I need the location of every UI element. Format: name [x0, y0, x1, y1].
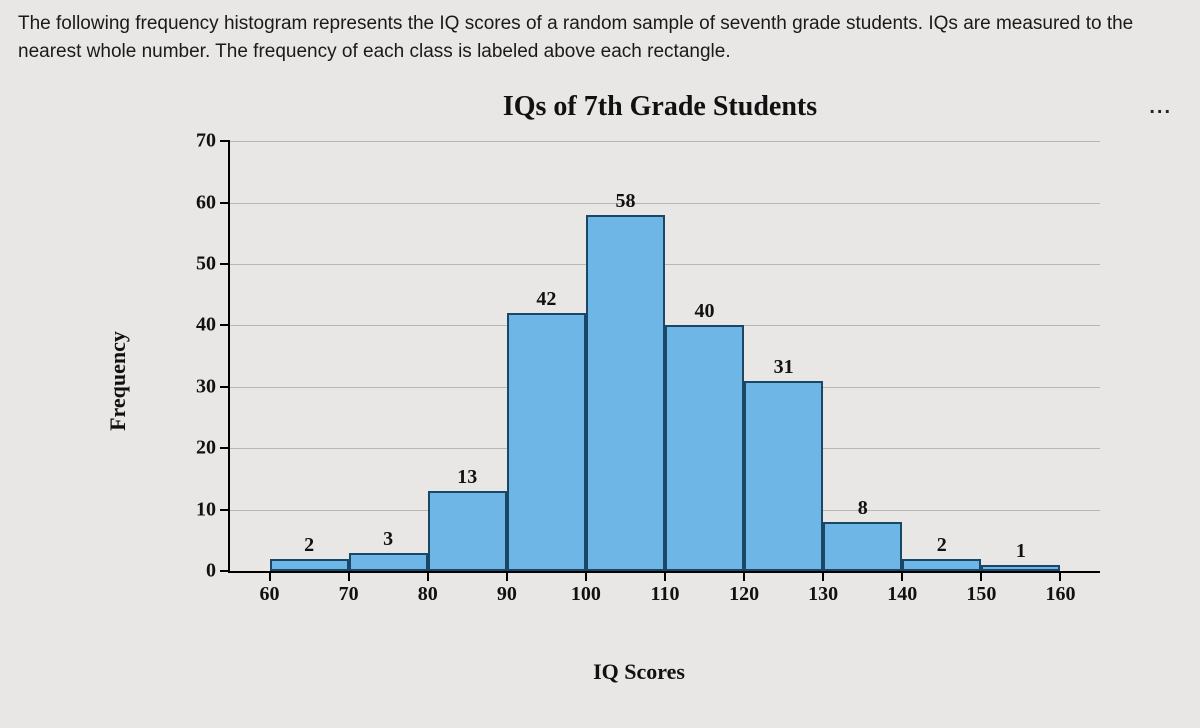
- question-prompt: The following frequency histogram repres…: [0, 0, 1200, 71]
- bar-frequency-label: 2: [937, 534, 947, 557]
- x-tick-label: 130: [808, 583, 838, 606]
- histogram-bar: 2: [270, 559, 349, 571]
- histogram-bar: 31: [744, 381, 823, 571]
- x-tick-label: 60: [260, 583, 280, 606]
- x-tick: [664, 571, 666, 581]
- bar-frequency-label: 8: [858, 497, 868, 520]
- grid-line: [230, 141, 1100, 142]
- more-options-button[interactable]: ...: [1149, 96, 1172, 119]
- histogram-bar: 3: [349, 553, 428, 571]
- x-tick: [743, 571, 745, 581]
- grid-line: [230, 203, 1100, 204]
- bar-frequency-label: 2: [304, 534, 314, 557]
- bar-frequency-label: 1: [1016, 540, 1026, 563]
- y-tick-label: 20: [196, 437, 216, 460]
- bar-frequency-label: 3: [383, 528, 393, 551]
- histogram-bar: 13: [428, 491, 507, 571]
- x-tick: [1059, 571, 1061, 581]
- histogram-bar: 2: [902, 559, 981, 571]
- histogram-bar: 42: [507, 313, 586, 571]
- y-tick: [220, 202, 230, 204]
- histogram-bar: 58: [586, 215, 665, 571]
- histogram-bar: 40: [665, 325, 744, 571]
- x-tick: [980, 571, 982, 581]
- bar-frequency-label: 31: [774, 356, 794, 379]
- x-tick-label: 150: [966, 583, 996, 606]
- x-tick: [427, 571, 429, 581]
- x-tick: [269, 571, 271, 581]
- y-tick-label: 10: [196, 498, 216, 521]
- bar-frequency-label: 58: [615, 190, 635, 213]
- x-tick: [585, 571, 587, 581]
- x-axis-label: IQ Scores: [593, 659, 685, 685]
- bar-frequency-label: 40: [695, 300, 715, 323]
- x-tick-label: 120: [729, 583, 759, 606]
- x-tick-label: 90: [497, 583, 517, 606]
- x-tick-label: 110: [651, 583, 680, 606]
- y-tick-label: 70: [196, 130, 216, 153]
- y-tick-label: 0: [206, 560, 216, 583]
- x-tick: [822, 571, 824, 581]
- x-tick-label: 140: [887, 583, 917, 606]
- y-tick: [220, 263, 230, 265]
- plot-area: Frequency IQ Scores 01020304050607060708…: [158, 141, 1120, 621]
- x-tick: [506, 571, 508, 581]
- chart-title: IQs of 7th Grade Students: [160, 91, 1160, 123]
- y-axis-label: Frequency: [105, 331, 131, 431]
- y-tick-label: 40: [196, 314, 216, 337]
- x-tick-label: 160: [1045, 583, 1075, 606]
- x-tick-label: 70: [339, 583, 359, 606]
- y-tick: [220, 140, 230, 142]
- histogram-chart: IQs of 7th Grade Students Frequency IQ S…: [0, 71, 1200, 621]
- x-tick-label: 80: [418, 583, 438, 606]
- x-tick: [348, 571, 350, 581]
- y-tick: [220, 570, 230, 572]
- histogram-bar: 1: [981, 565, 1060, 571]
- histogram-bar: 8: [823, 522, 902, 571]
- x-tick: [901, 571, 903, 581]
- y-tick-label: 60: [196, 191, 216, 214]
- y-tick: [220, 509, 230, 511]
- y-tick: [220, 324, 230, 326]
- bar-frequency-label: 13: [457, 466, 477, 489]
- y-tick: [220, 447, 230, 449]
- y-tick: [220, 386, 230, 388]
- chart-axes: 0102030405060706070809010011012013014015…: [228, 141, 1100, 573]
- x-tick-label: 100: [571, 583, 601, 606]
- y-tick-label: 50: [196, 252, 216, 275]
- y-tick-label: 30: [196, 375, 216, 398]
- grid-line: [230, 264, 1100, 265]
- bar-frequency-label: 42: [536, 288, 556, 311]
